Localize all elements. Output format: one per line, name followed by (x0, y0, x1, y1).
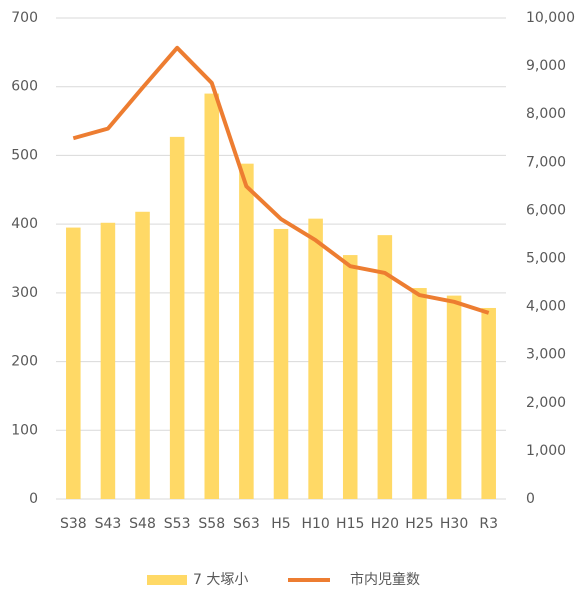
bar (169, 136, 185, 499)
x-tick-label: H25 (405, 516, 433, 532)
y-tick-label: 200 (11, 354, 38, 370)
bar (446, 295, 462, 499)
y-tick-label: 100 (11, 422, 38, 438)
line (72, 45, 490, 315)
bar (100, 222, 116, 500)
bar (412, 288, 427, 499)
bar (377, 235, 393, 499)
x-tick-label: S63 (233, 516, 260, 532)
y-tick-label: 500 (11, 147, 38, 163)
x-tick-label: H10 (301, 516, 329, 532)
x-tick-label: H15 (336, 516, 364, 532)
bar (273, 228, 289, 499)
x-tick-label: H30 (440, 516, 468, 532)
y2-tick-label: 4,000 (526, 299, 566, 315)
x-tick-label: S43 (95, 516, 122, 532)
x-tick-label: S48 (129, 516, 156, 532)
y2-tick-label: 9,000 (526, 58, 566, 74)
x-tick-label: H5 (271, 516, 290, 532)
y2-tick-label: 3,000 (526, 347, 566, 363)
y-tick-label: 600 (11, 79, 38, 95)
x-tick-label: S53 (164, 516, 191, 532)
y-tick-label: 300 (11, 285, 38, 301)
bar (204, 93, 220, 499)
y2-tick-label: 1,000 (526, 443, 566, 459)
bar (239, 163, 254, 499)
bar (481, 307, 496, 499)
x-tick-label: S38 (60, 516, 87, 532)
y2-tick-label: 0 (526, 491, 535, 507)
y2-tick-label: 10,000 (526, 10, 575, 26)
y2-tick-label: 7,000 (526, 154, 566, 170)
bar (66, 227, 81, 500)
bar (135, 211, 150, 499)
x-tick-label: H20 (371, 516, 399, 532)
y2-tick-label: 2,000 (526, 395, 566, 411)
bar (308, 218, 323, 499)
bar (342, 255, 358, 499)
x-tick-label: R3 (479, 516, 498, 532)
y2-tick-label: 5,000 (526, 251, 566, 267)
y2-tick-label: 6,000 (526, 202, 566, 218)
legend-swatch (147, 575, 187, 585)
y-tick-label: 400 (11, 216, 38, 232)
x-tick-label: S58 (198, 516, 225, 532)
legend-label: 7 大塚小 (193, 572, 248, 588)
y-tick-label: 0 (29, 491, 38, 507)
legend-label: 市内児童数 (350, 571, 420, 588)
y-tick-label: 700 (11, 10, 38, 26)
y2-tick-label: 8,000 (526, 106, 566, 122)
